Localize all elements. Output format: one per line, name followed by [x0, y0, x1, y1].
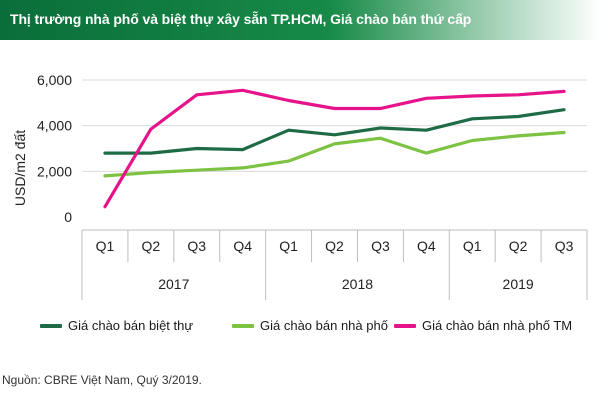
- chart-title: Thị trường nhà phố và biệt thự xây sẵn T…: [10, 11, 472, 27]
- y-axis-ticks: 0 2,000 4,000 6,000: [37, 72, 72, 225]
- chart-title-bar: Thị trường nhà phố và biệt thự xây sẵn T…: [0, 0, 600, 40]
- legend-item-nha-pho-tm: Giá chào bán nhà phố TM: [394, 318, 572, 333]
- legend-swatch-biet-thu: [40, 323, 62, 328]
- x-tick-label: Q4: [417, 238, 436, 254]
- x-tick-label: Q3: [555, 238, 574, 254]
- x-group-label: 2019: [503, 276, 534, 292]
- x-tick-label: Q3: [371, 238, 390, 254]
- x-tick-label: Q1: [279, 238, 298, 254]
- legend-swatch-nha-pho: [232, 323, 254, 328]
- y-tick-label: 6,000: [37, 72, 72, 88]
- y-tick-label: 2,000: [37, 163, 72, 179]
- x-tick-label: Q4: [233, 238, 252, 254]
- series-line-3: [103, 88, 566, 209]
- series-lines: [103, 88, 566, 209]
- x-tick-label: Q1: [463, 238, 482, 254]
- x-group-label: 2017: [158, 276, 189, 292]
- x-tick-label: Q3: [187, 238, 206, 254]
- x-group-label: 2018: [342, 276, 373, 292]
- y-tick-label: 4,000: [37, 118, 72, 134]
- legend-item-biet-thu: Giá chào bán biệt thự: [40, 318, 193, 333]
- legend-swatch-nha-pho-tm: [394, 323, 416, 328]
- legend-label-nha-pho: Giá chào bán nhà phố: [260, 318, 388, 333]
- legend-label-biet-thu: Giá chào bán biệt thự: [68, 318, 194, 333]
- x-tick-label: Q2: [142, 238, 161, 254]
- legend-item-nha-pho: Giá chào bán nhà phố: [232, 318, 388, 333]
- series-line-2: [103, 130, 566, 178]
- y-tick-label: 0: [64, 209, 72, 225]
- category-axis: Q1 Q2 Q3 Q4 Q1 Q2 Q3 Q4 Q1 Q2 Q3 2017 2018 2019: [81, 229, 588, 300]
- source-note: Nguồn: CBRE Việt Nam, Quý 3/2019.: [2, 373, 202, 387]
- series-line-1: [103, 108, 566, 155]
- x-tick-label: Q2: [509, 238, 528, 254]
- x-tick-label: Q2: [325, 238, 344, 254]
- legend-label-nha-pho-tm: Giá chào bán nhà phố TM: [422, 318, 573, 333]
- x-tick-label: Q1: [96, 238, 115, 254]
